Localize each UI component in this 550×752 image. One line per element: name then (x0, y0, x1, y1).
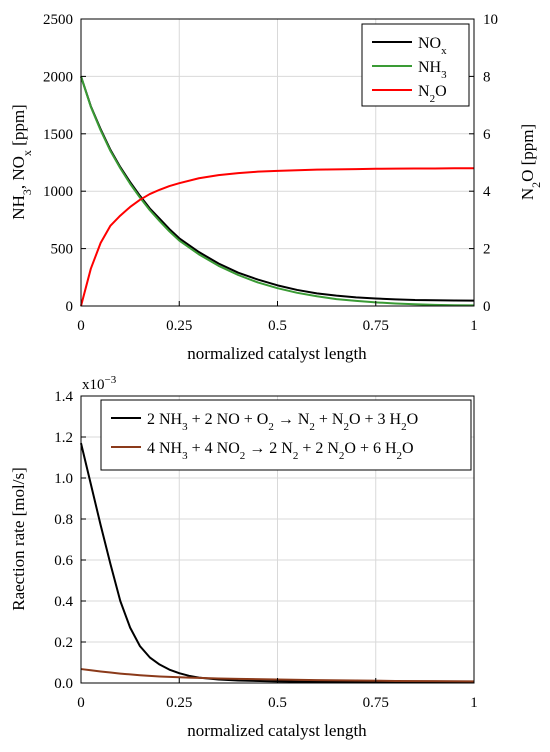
top-x-tick-label: 0.75 (363, 318, 389, 334)
bottom-chart-legend-box (100, 399, 472, 471)
top-y-tick-label: 2500 (43, 12, 73, 28)
bottom-chart-legend: 2 NH3 + 2 NO + O2 → N2 + N2O + 3 H2O 4 N… (100, 399, 472, 471)
bot-x-tick-label: 0.25 (166, 695, 192, 711)
top-y-tick-label: 2000 (43, 69, 73, 85)
legend-label-n2o: N2O (418, 83, 447, 105)
top-x-tick-label: 0.25 (166, 318, 192, 334)
top-series-line-2-nh3 (80, 76, 475, 307)
bot-x-tick-label: 1 (470, 695, 478, 711)
top-x-tick-label: 0.5 (268, 318, 287, 334)
bot-x-tick-label: 0.75 (363, 695, 389, 711)
legend-label-nh3: NH3 (418, 59, 447, 81)
bot-y-tick-label: 0.0 (54, 676, 73, 692)
legend-label-reaction-1: 2 NH3 + 2 NO + O2 → N2 + N2O + 3 H2O (147, 411, 418, 433)
bottom-chart-exponent-label: x10−3 (82, 374, 117, 393)
bot-y-tick-label: 0.6 (54, 553, 73, 569)
top-y-tick-label: 0 (66, 299, 74, 315)
bot-x-tick-label: 0.5 (268, 695, 287, 711)
top-y2-tick-label: 8 (483, 69, 491, 85)
bot-y-tick-label: 0.8 (54, 512, 73, 528)
top-y2-tick-label: 4 (483, 184, 491, 200)
top-chart-legend: NOx NH3 N2O (361, 23, 470, 107)
top-chart: 0 0.25 0.5 0.75 1050010001500200025000246810… (9, 12, 543, 363)
top-series-line-3-n2o (80, 167, 474, 307)
top-y-tick-label: 1500 (43, 127, 73, 143)
top-y2-tick-label: 2 (483, 242, 491, 258)
top-x-tick-label: 1 (470, 318, 478, 334)
bot-y-tick-label: 1.0 (54, 471, 73, 487)
top-y-tick-label: 500 (51, 242, 74, 258)
legend-label-nox: NOx (418, 35, 447, 57)
bot-y-tick-label: 1.4 (54, 389, 73, 405)
top-chart-left-axis-label: NH3, NOx [ppm] (9, 104, 34, 219)
bot-y-tick-label: 0.2 (54, 635, 73, 651)
bot-series-line-2-4-nh3-4-no2-2-n2-2-n2o-6-h2o (80, 668, 475, 683)
bottom-chart: 0 0.25 0.5 0.75 1 0.0 0.2 0.4 0.6 0.8 1.0 1.2 1.4 x1… (9, 374, 478, 740)
bot-x-tick-label: 0 (77, 695, 85, 711)
top-x-tick-label: 0 (77, 318, 85, 334)
top-y2-tick-label: 6 (483, 127, 491, 143)
bottom-chart-x-axis-label: normalized catalyst length (187, 721, 367, 740)
top-y2-tick-label: 0 (483, 299, 491, 315)
top-y2-tick-label: 10 (483, 12, 498, 28)
bottom-chart-lines (80, 442, 475, 684)
top-y-tick-label: 1000 (43, 184, 73, 200)
bot-y-tick-label: 1.2 (54, 430, 73, 446)
legend-label-reaction-2: 4 NH3 + 4 NO2 → 2 N2 + 2 N2O + 6 H2O (147, 440, 414, 462)
top-chart-lines (80, 76, 475, 307)
top-chart-x-axis-label: normalized catalyst length (187, 344, 367, 363)
bot-y-tick-label: 0.4 (54, 594, 73, 610)
bot-series-line-1-2-nh3-2-no-o2-n2-n2o-3-h2o (80, 442, 475, 684)
bottom-chart-y-axis-label: Raection rate [mol/s] (9, 467, 28, 611)
top-chart-right-axis-label: N2O [ppm] (518, 124, 543, 200)
bottom-chart-ticks: 0 0.25 0.5 0.75 1 0.0 0.2 0.4 0.6 0.8 1.0 1.2 1.4 (54, 389, 478, 711)
